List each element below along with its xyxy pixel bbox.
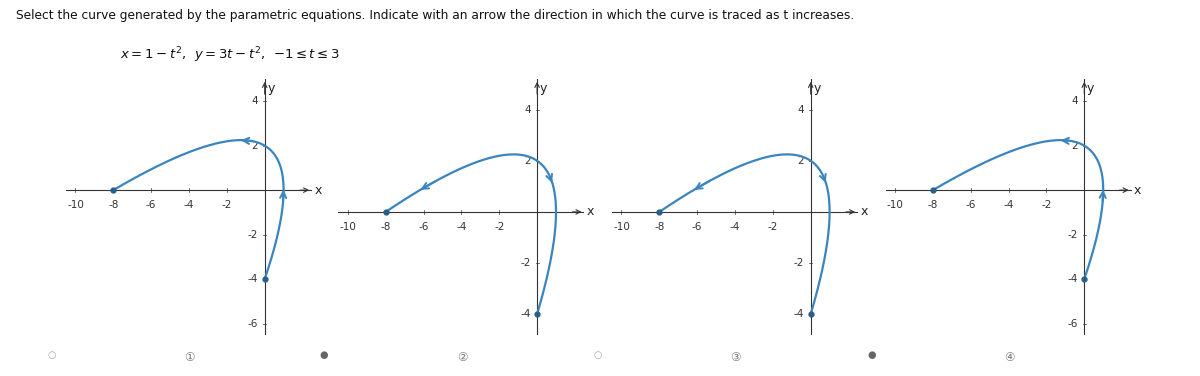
Text: y: y — [1087, 82, 1094, 94]
Text: y: y — [814, 82, 821, 94]
Text: -6: -6 — [1068, 318, 1078, 329]
Text: -8: -8 — [928, 200, 938, 210]
Text: -10: -10 — [887, 200, 904, 210]
Text: -2: -2 — [1068, 230, 1078, 240]
Text: 4: 4 — [1072, 96, 1078, 106]
Text: -8: -8 — [654, 222, 665, 232]
Text: x: x — [1134, 183, 1141, 197]
Text: 4: 4 — [252, 96, 258, 106]
Text: x: x — [860, 205, 868, 218]
Text: -8: -8 — [108, 200, 119, 210]
Text: -2: -2 — [1042, 200, 1051, 210]
Text: -2: -2 — [494, 222, 504, 232]
Text: -2: -2 — [794, 258, 804, 268]
Text: -2: -2 — [248, 230, 258, 240]
Text: -4: -4 — [1003, 200, 1014, 210]
Text: -2: -2 — [768, 222, 778, 232]
Text: -10: -10 — [67, 200, 84, 210]
Text: -6: -6 — [692, 222, 702, 232]
Text: -6: -6 — [248, 318, 258, 329]
Text: 2: 2 — [524, 156, 530, 166]
Text: -4: -4 — [456, 222, 467, 232]
Text: ●: ● — [866, 350, 876, 360]
Text: -8: -8 — [380, 222, 391, 232]
Text: 2: 2 — [252, 141, 258, 151]
Text: ③: ③ — [731, 352, 740, 364]
Text: Select the curve generated by the parametric equations. Indicate with an arrow t: Select the curve generated by the parame… — [16, 9, 854, 23]
Text: -6: -6 — [966, 200, 976, 210]
Text: ④: ④ — [1004, 352, 1014, 364]
Text: -4: -4 — [184, 200, 194, 210]
Text: -10: -10 — [613, 222, 630, 232]
Text: 4: 4 — [798, 105, 804, 115]
Text: 2: 2 — [798, 156, 804, 166]
Text: $x = 1 - t^2$,  $y = 3t - t^2$,  $-1 \leq t \leq 3$: $x = 1 - t^2$, $y = 3t - t^2$, $-1 \leq … — [120, 45, 340, 65]
Text: x: x — [314, 183, 322, 197]
Text: -4: -4 — [794, 309, 804, 319]
Text: ①: ① — [185, 352, 194, 364]
Text: -2: -2 — [521, 258, 530, 268]
Text: -10: -10 — [340, 222, 356, 232]
Text: 2: 2 — [1072, 141, 1078, 151]
Text: -4: -4 — [730, 222, 740, 232]
Text: 4: 4 — [524, 105, 530, 115]
Text: y: y — [268, 82, 275, 94]
Text: -4: -4 — [521, 309, 530, 319]
Text: -4: -4 — [248, 274, 258, 284]
Text: ②: ② — [457, 352, 467, 364]
Text: x: x — [587, 205, 594, 218]
Text: -4: -4 — [1068, 274, 1078, 284]
Text: -6: -6 — [419, 222, 428, 232]
Text: -2: -2 — [222, 200, 232, 210]
Text: y: y — [540, 82, 547, 94]
Text: ○: ○ — [47, 350, 56, 360]
Text: -6: -6 — [146, 200, 156, 210]
Text: ○: ○ — [593, 350, 602, 360]
Text: ●: ● — [319, 350, 329, 360]
